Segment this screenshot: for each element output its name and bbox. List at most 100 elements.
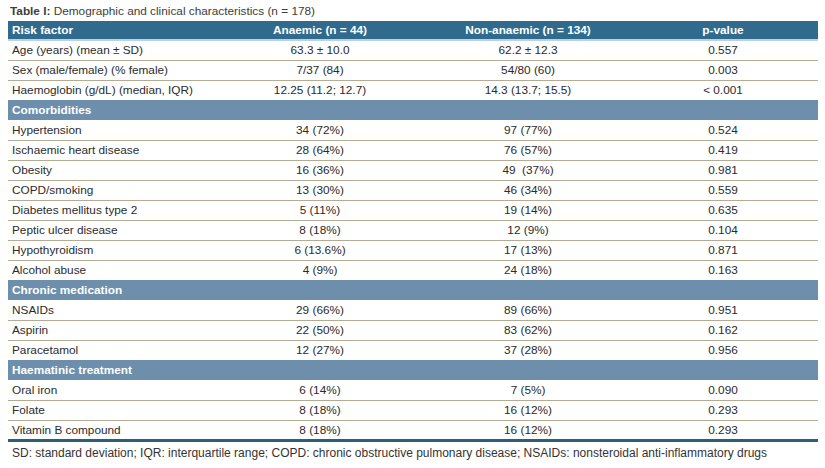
- cell-value: 0.559: [628, 180, 818, 200]
- table-row: Peptic ulcer disease8 (18%)12 (9%)0.104: [8, 220, 818, 240]
- section-title: Haematinic treatment: [8, 360, 818, 380]
- cell-value: < 0.001: [628, 80, 818, 100]
- cell-value: 16 (36%): [212, 160, 428, 180]
- table-row: Oral iron6 (14%)7 (5%)0.090: [8, 380, 818, 400]
- cell-value: 8 (18%): [212, 420, 428, 440]
- cell-value: 0.524: [628, 120, 818, 140]
- row-label: NSAIDs: [8, 300, 212, 320]
- table-row: Folate8 (18%)16 (12%)0.293: [8, 400, 818, 420]
- table-row: Aspirin22 (50%)83 (62%)0.162: [8, 320, 818, 340]
- row-label: Hypertension: [8, 120, 212, 140]
- cell-value: 17 (13%): [428, 240, 628, 260]
- table-footnote: SD: standard deviation; IQR: interquarti…: [8, 446, 825, 460]
- cell-value: 12.25 (11.2; 12.7): [212, 80, 428, 100]
- cell-value: 76 (57%): [428, 140, 628, 160]
- table-row: Diabetes mellitus type 25 (11%)19 (14%)0…: [8, 200, 818, 220]
- cell-value: 34 (72%): [212, 120, 428, 140]
- table-row: Paracetamol12 (27%)37 (28%)0.956: [8, 340, 818, 360]
- table-row: Ischaemic heart disease28 (64%)76 (57%)0…: [8, 140, 818, 160]
- cell-value: 0.419: [628, 140, 818, 160]
- cell-value: 0.293: [628, 400, 818, 420]
- cell-value: 46 (34%): [428, 180, 628, 200]
- cell-value: 0.956: [628, 340, 818, 360]
- cell-value: 0.981: [628, 160, 818, 180]
- cell-value: 28 (64%): [212, 140, 428, 160]
- cell-value: 54/80 (60): [428, 60, 628, 80]
- row-label: COPD/smoking: [8, 180, 212, 200]
- cell-value: 22 (50%): [212, 320, 428, 340]
- row-label: Sex (male/female) (% female): [8, 60, 212, 80]
- row-label: Peptic ulcer disease: [8, 220, 212, 240]
- cell-value: 0.635: [628, 200, 818, 220]
- cell-value: 37 (28%): [428, 340, 628, 360]
- cell-value: 83 (62%): [428, 320, 628, 340]
- cell-value: 13 (30%): [212, 180, 428, 200]
- row-label: Alcohol abuse: [8, 260, 212, 280]
- cell-value: 0.951: [628, 300, 818, 320]
- table-header-row: Risk factor Anaemic (n = 44) Non-anaemic…: [8, 21, 818, 40]
- column-header-non-anaemic: Non-anaemic (n = 134): [428, 21, 628, 40]
- table-label: Table I:: [10, 4, 50, 18]
- cell-value: 0.003: [628, 60, 818, 80]
- cell-value: 8 (18%): [212, 400, 428, 420]
- cell-value: 0.163: [628, 260, 818, 280]
- section-row: Chronic medication: [8, 280, 818, 300]
- table-title: Table I: Demographic and clinical charac…: [8, 0, 825, 21]
- section-row: Haematinic treatment: [8, 360, 818, 380]
- cell-value: 6 (13.6%): [212, 240, 428, 260]
- row-label: Hypothyroidism: [8, 240, 212, 260]
- cell-value: 63.3 ± 10.0: [212, 40, 428, 60]
- row-label: Ischaemic heart disease: [8, 140, 212, 160]
- cell-value: 5 (11%): [212, 200, 428, 220]
- cell-value: 0.557: [628, 40, 818, 60]
- cell-value: 7 (5%): [428, 380, 628, 400]
- cell-value: 4 (9%): [212, 260, 428, 280]
- cell-value: 7/37 (84): [212, 60, 428, 80]
- table-row: Age (years) (mean ± SD)63.3 ± 10.062.2 ±…: [8, 40, 818, 60]
- section-title: Comorbidities: [8, 100, 818, 120]
- table-row: Obesity16 (36%)49 (37%)0.981: [8, 160, 818, 180]
- row-label: Vitamin B compound: [8, 420, 212, 440]
- row-label: Folate: [8, 400, 212, 420]
- cell-value: 0.090: [628, 380, 818, 400]
- cell-value: 97 (77%): [428, 120, 628, 140]
- cell-value: 29 (66%): [212, 300, 428, 320]
- characteristics-table: Risk factor Anaemic (n = 44) Non-anaemic…: [8, 21, 818, 442]
- cell-value: 16 (12%): [428, 420, 628, 440]
- table-row: COPD/smoking13 (30%)46 (34%)0.559: [8, 180, 818, 200]
- cell-value: 0.104: [628, 220, 818, 240]
- row-label: Obesity: [8, 160, 212, 180]
- cell-value: 12 (9%): [428, 220, 628, 240]
- cell-value: 24 (18%): [428, 260, 628, 280]
- column-header-anaemic: Anaemic (n = 44): [212, 21, 428, 40]
- cell-value: 62.2 ± 12.3: [428, 40, 628, 60]
- cell-value: 19 (14%): [428, 200, 628, 220]
- table-row: Hypothyroidism6 (13.6%)17 (13%)0.871: [8, 240, 818, 260]
- cell-value: 0.871: [628, 240, 818, 260]
- column-header-risk-factor: Risk factor: [8, 21, 212, 40]
- table-row: Alcohol abuse4 (9%)24 (18%)0.163: [8, 260, 818, 280]
- cell-value: 8 (18%): [212, 220, 428, 240]
- row-label: Age (years) (mean ± SD): [8, 40, 212, 60]
- table-caption: Demographic and clinical characteristics…: [50, 4, 315, 18]
- table-row: Sex (male/female) (% female)7/37 (84)54/…: [8, 60, 818, 80]
- section-title: Chronic medication: [8, 280, 818, 300]
- cell-value: 16 (12%): [428, 400, 628, 420]
- table-figure: Table I: Demographic and clinical charac…: [0, 0, 825, 460]
- cell-value: 0.293: [628, 420, 818, 440]
- cell-value: 12 (27%): [212, 340, 428, 360]
- table-row: NSAIDs29 (66%)89 (66%)0.951: [8, 300, 818, 320]
- section-row: Comorbidities: [8, 100, 818, 120]
- cell-value: 89 (66%): [428, 300, 628, 320]
- table-row: Hypertension34 (72%)97 (77%)0.524: [8, 120, 818, 140]
- cell-value: 14.3 (13.7; 15.5): [428, 80, 628, 100]
- cell-value: 6 (14%): [212, 380, 428, 400]
- row-label: Aspirin: [8, 320, 212, 340]
- cell-value: 49 (37%): [428, 160, 628, 180]
- column-header-p-value: p-value: [628, 21, 818, 40]
- row-label: Oral iron: [8, 380, 212, 400]
- row-label: Diabetes mellitus type 2: [8, 200, 212, 220]
- table-row: Vitamin B compound8 (18%)16 (12%)0.293: [8, 420, 818, 440]
- row-label: Haemoglobin (g/dL) (median, IQR): [8, 80, 212, 100]
- row-label: Paracetamol: [8, 340, 212, 360]
